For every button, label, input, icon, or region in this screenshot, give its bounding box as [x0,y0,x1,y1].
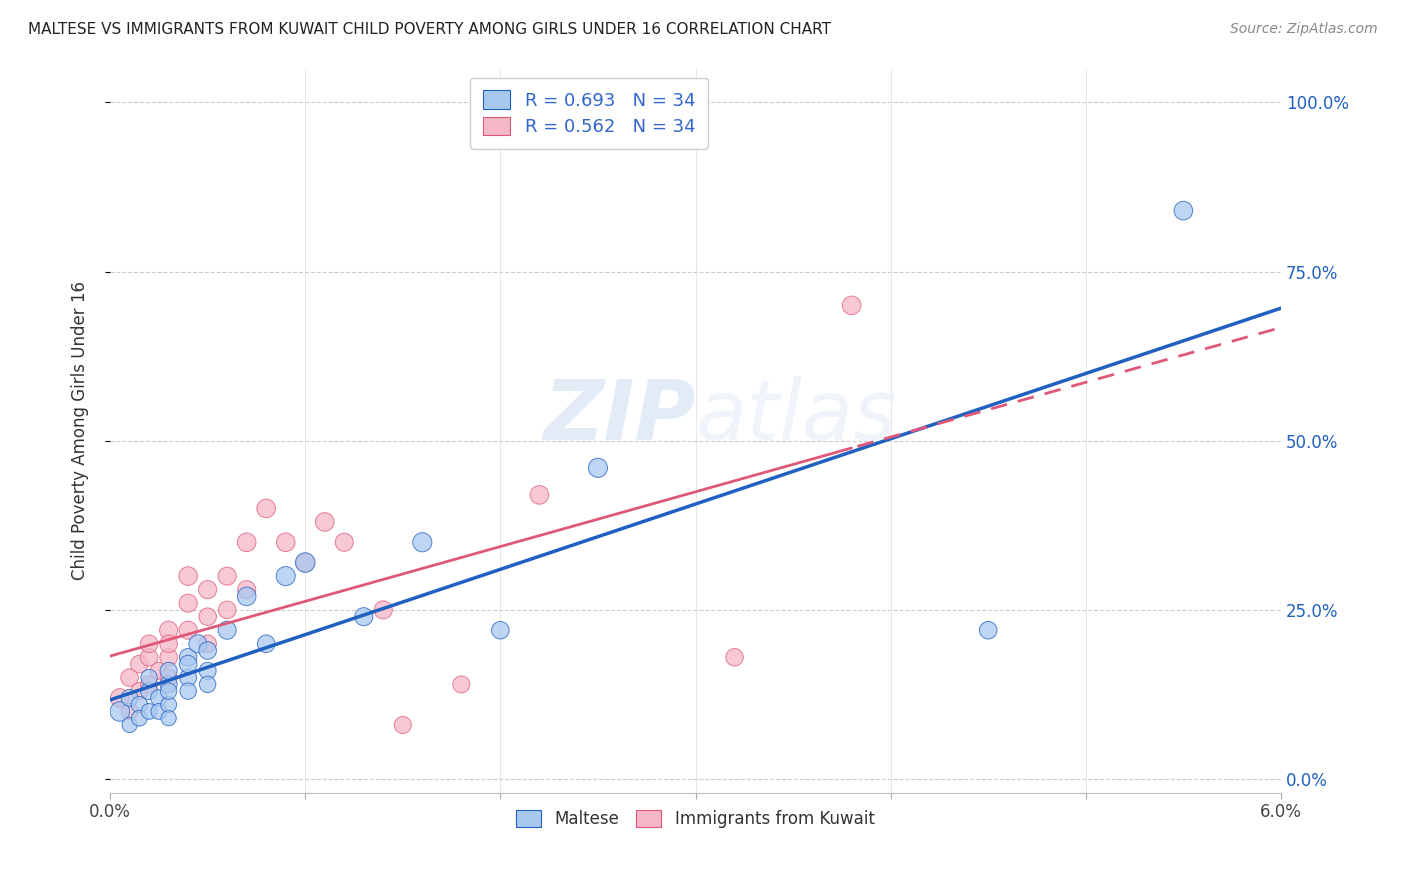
Point [128,711,150,725]
Point [197,582,219,597]
Point [157,677,180,691]
Point [128,657,150,671]
Point [197,637,219,651]
Point [177,657,200,671]
Point [138,671,160,685]
Point [723,650,745,665]
Point [977,624,1000,638]
Point [450,677,472,691]
Point [391,718,413,732]
Point [217,603,239,617]
Point [294,556,316,570]
Text: atlas: atlas [696,376,897,457]
Point [529,488,551,502]
Point [235,582,257,597]
Point [235,535,257,549]
Point [1173,203,1195,218]
Point [254,637,277,651]
Point [157,684,180,698]
Point [353,609,375,624]
Point [177,596,200,610]
Point [138,637,160,651]
Point [157,698,180,712]
Point [118,705,141,719]
Point [489,624,512,638]
Point [274,569,297,583]
Point [177,684,200,698]
Text: MALTESE VS IMMIGRANTS FROM KUWAIT CHILD POVERTY AMONG GIRLS UNDER 16 CORRELATION: MALTESE VS IMMIGRANTS FROM KUWAIT CHILD … [28,22,831,37]
Point [118,690,141,705]
Point [177,650,200,665]
Point [118,671,141,685]
Point [138,705,160,719]
Point [841,298,863,312]
Point [411,535,433,549]
Point [294,556,316,570]
Point [197,664,219,678]
Point [157,624,180,638]
Point [128,698,150,712]
Point [157,637,180,651]
Point [177,671,200,685]
Point [586,460,609,475]
Point [254,501,277,516]
Point [157,650,180,665]
Point [177,569,200,583]
Legend: Maltese, Immigrants from Kuwait: Maltese, Immigrants from Kuwait [510,804,882,835]
Point [148,664,170,678]
Point [128,684,150,698]
Point [118,718,141,732]
Point [197,609,219,624]
Point [333,535,356,549]
Text: Source: ZipAtlas.com: Source: ZipAtlas.com [1230,22,1378,37]
Point [157,664,180,678]
Point [148,690,170,705]
Point [157,671,180,685]
Point [274,535,297,549]
Point [138,684,160,698]
Point [197,643,219,657]
Point [157,711,180,725]
Point [217,624,239,638]
Y-axis label: Child Poverty Among Girls Under 16: Child Poverty Among Girls Under 16 [72,281,89,580]
Point [187,637,209,651]
Point [197,677,219,691]
Point [177,624,200,638]
Text: ZIP: ZIP [543,376,696,457]
Point [108,690,131,705]
Point [314,515,336,529]
Point [217,569,239,583]
Point [373,603,395,617]
Point [138,677,160,691]
Point [148,705,170,719]
Point [138,650,160,665]
Point [108,705,131,719]
Point [235,590,257,604]
